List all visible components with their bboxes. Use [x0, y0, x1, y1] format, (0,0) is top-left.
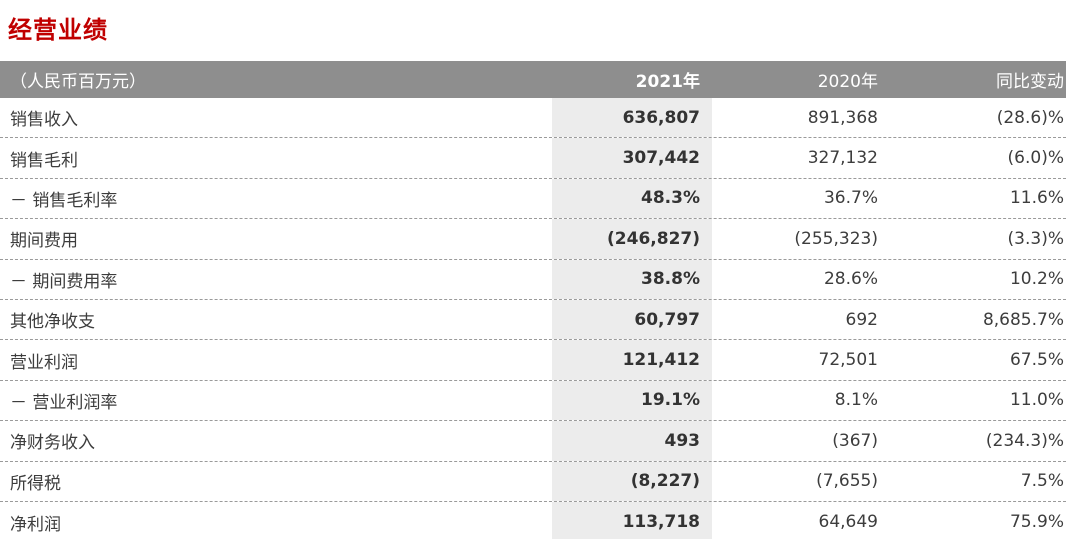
table-row: 销售毛利 307,442 327,132 (6.0)%	[0, 138, 1066, 179]
value-yoy-change: (3.3)%	[1007, 228, 1064, 249]
column-header-2021: 2021年	[635, 72, 700, 92]
table-row: 净利润 113,718 64,649 75.9%	[0, 501, 1066, 539]
table-header-row: （人民币百万元） 2021年 2020年 同比变动	[0, 61, 1066, 98]
table-row: － 期间费用率 38.8% 28.6% 10.2%	[0, 259, 1066, 300]
value-2021: (246,827)	[552, 219, 712, 259]
column-header-2020: 2020年	[817, 72, 878, 92]
table-row: 所得税 (8,227) (7,655) 7.5%	[0, 461, 1066, 502]
table-row: － 营业利润率 19.1% 8.1% 11.0%	[0, 380, 1066, 422]
unit-label: （人民币百万元）	[10, 72, 146, 92]
row-label: － 营业利润率	[10, 392, 118, 413]
value-yoy-change: 8,685.7%	[982, 309, 1064, 330]
value-2020: (255,323)	[794, 228, 878, 249]
value-2021: 636,807	[552, 98, 712, 138]
value-yoy-change: 7.5%	[1020, 471, 1064, 492]
table-row: 期间费用 (246,827) (255,323) (3.3)%	[0, 219, 1066, 260]
value-yoy-change: 10.2%	[1009, 269, 1064, 290]
value-2021: (8,227)	[552, 461, 712, 501]
row-label: 净利润	[10, 514, 61, 535]
value-yoy-change: (28.6)%	[996, 107, 1064, 128]
table-row: 销售收入 636,807 891,368 (28.6)%	[0, 98, 1066, 139]
value-2021: 60,797	[552, 299, 712, 340]
row-label: 净财务收入	[10, 433, 95, 454]
column-header-yoy-change: 同比变动	[996, 72, 1064, 92]
row-label: － 期间费用率	[10, 271, 118, 292]
value-yoy-change: 11.0%	[1009, 390, 1064, 411]
value-2020: 36.7%	[823, 188, 878, 209]
row-label: 其他净收支	[10, 312, 95, 333]
row-label: 销售毛利	[10, 150, 78, 171]
financial-table: （人民币百万元） 2021年 2020年 同比变动 销售收入 636,807 8…	[0, 61, 1066, 539]
table-row: 净财务收入 493 (367) (234.3)%	[0, 421, 1066, 462]
table-row: 其他净收支 60,797 692 8,685.7%	[0, 299, 1066, 341]
value-2021: 307,442	[552, 138, 712, 178]
table-row: 营业利润 121,412 72,501 67.5%	[0, 340, 1066, 381]
row-label: 销售收入	[10, 110, 78, 131]
value-2020: (7,655)	[816, 471, 878, 492]
value-yoy-change: (234.3)%	[985, 430, 1064, 451]
value-2021: 38.8%	[552, 259, 712, 299]
value-yoy-change: (6.0)%	[1007, 148, 1064, 169]
value-2021: 493	[552, 421, 712, 461]
value-2021: 19.1%	[552, 380, 712, 421]
row-label: － 销售毛利率	[10, 190, 118, 211]
value-2020: 64,649	[818, 512, 878, 533]
value-2020: (367)	[832, 430, 878, 451]
value-yoy-change: 75.9%	[1009, 512, 1064, 533]
row-label: 营业利润	[10, 352, 78, 373]
value-2021: 113,718	[552, 501, 712, 539]
value-2020: 327,132	[807, 148, 878, 169]
value-2020: 891,368	[807, 107, 878, 128]
value-yoy-change: 11.6%	[1009, 188, 1064, 209]
value-2021: 121,412	[552, 340, 712, 380]
value-2020: 72,501	[818, 350, 878, 371]
value-2020: 8.1%	[834, 390, 878, 411]
row-label: 期间费用	[10, 231, 78, 252]
value-2020: 692	[845, 309, 878, 330]
value-yoy-change: 67.5%	[1009, 350, 1064, 371]
row-label: 所得税	[10, 473, 61, 494]
table-body: 销售收入 636,807 891,368 (28.6)% 销售毛利 307,44…	[0, 98, 1066, 539]
value-2021: 48.3%	[552, 178, 712, 219]
value-2020: 28.6%	[823, 269, 878, 290]
page-title: 经营业绩	[8, 16, 108, 44]
table-row: － 销售毛利率 48.3% 36.7% 11.6%	[0, 178, 1066, 220]
